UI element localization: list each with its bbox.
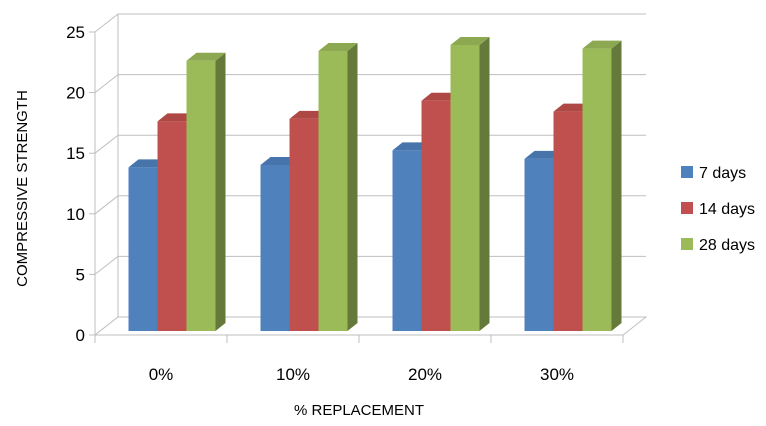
- bar: [318, 43, 358, 331]
- bar-front: [524, 158, 554, 331]
- y-tick-label: 5: [76, 265, 85, 284]
- bar-front: [128, 167, 158, 331]
- x-axis-title: % REPLACEMENT: [294, 402, 424, 419]
- bar-front: [553, 111, 583, 332]
- bar-front: [186, 60, 216, 331]
- y-tick-label: 0: [76, 326, 85, 345]
- tick-labels: 0 5 10 15 20 25 0% 10% 20% 30%: [66, 23, 574, 384]
- bar-front: [582, 48, 612, 331]
- bar-front: [260, 164, 290, 331]
- bar-front: [392, 150, 422, 331]
- legend-item: 28 days: [681, 237, 755, 254]
- gridline: [94, 13, 646, 33]
- bar-front: [318, 51, 348, 331]
- legend-label: 14 days: [699, 201, 755, 218]
- chart-walls: [117, 14, 646, 317]
- bar-front: [157, 121, 187, 331]
- y-tick-label: 25: [66, 23, 85, 42]
- bar-side: [611, 40, 622, 331]
- legend-swatch: [681, 166, 693, 178]
- bars: [128, 36, 622, 332]
- y-axis-title: COMPRESSIVE STRENGTH: [14, 90, 31, 287]
- x-tick-label: 0%: [149, 365, 174, 384]
- y-tick-label: 20: [66, 84, 85, 103]
- legend-swatch: [681, 238, 693, 250]
- bar-top: [318, 43, 358, 52]
- bar-side: [215, 52, 226, 331]
- bar: [186, 52, 226, 331]
- x-tick-label: 30%: [540, 365, 574, 384]
- bar-top: [186, 52, 226, 61]
- legend-swatch: [681, 202, 693, 214]
- y-tick-label: 15: [66, 144, 85, 163]
- bar-side: [479, 36, 490, 332]
- back-wall: [118, 14, 646, 317]
- y-tick-label: 10: [66, 205, 85, 224]
- bar: [582, 40, 622, 331]
- legend: 7 days 14 days 28 days: [681, 165, 755, 254]
- bar-front: [450, 44, 480, 332]
- legend-label: 7 days: [699, 165, 746, 182]
- legend-label: 28 days: [699, 237, 755, 254]
- legend-item: 14 days: [681, 201, 755, 218]
- bar-front: [289, 118, 319, 332]
- bar-front: [421, 100, 451, 331]
- legend-item: 7 days: [681, 165, 746, 182]
- x-tick-label: 10%: [276, 365, 310, 384]
- x-tick-label: 20%: [408, 365, 442, 384]
- bar-top: [450, 36, 490, 45]
- axes: [89, 31, 624, 343]
- bar-side: [347, 43, 358, 331]
- bar: [450, 36, 490, 332]
- bar-top: [582, 40, 622, 49]
